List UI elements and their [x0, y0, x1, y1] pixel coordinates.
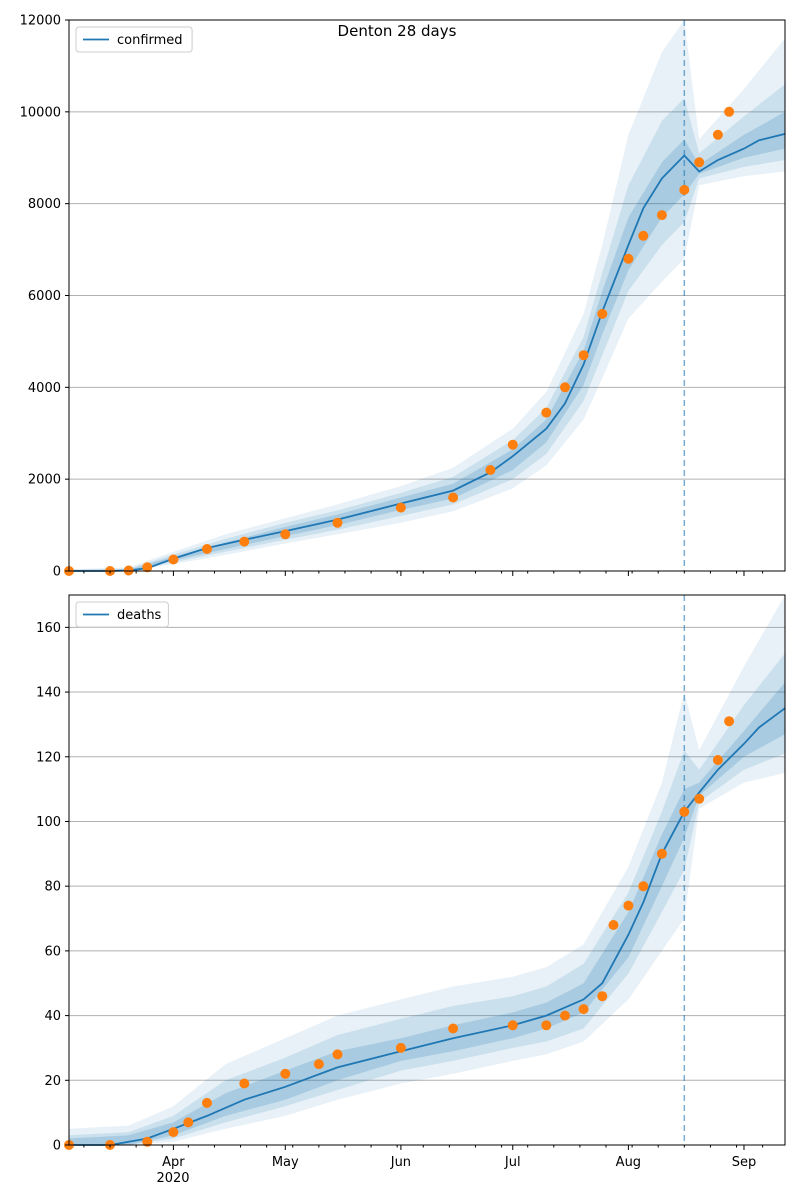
observed-point: [608, 920, 619, 930]
x-tick-label: Sep: [732, 1155, 757, 1170]
y-tick-label: 0: [53, 565, 61, 580]
y-tick-label: 0: [53, 1139, 61, 1154]
observed-point: [507, 1020, 518, 1031]
observed-point: [560, 382, 570, 393]
y-tick-label: 140: [36, 686, 61, 701]
observed-point: [638, 881, 649, 892]
y-tick-label: 160: [36, 621, 61, 636]
legend-box: [75, 26, 193, 53]
y-tick-label: 40: [44, 1009, 61, 1024]
observed-point: [656, 848, 667, 859]
band-outer: [69, 20, 785, 571]
observed-point: [395, 1042, 406, 1053]
observed-point: [239, 536, 250, 547]
observed-point: [395, 502, 406, 513]
y-tick-label: 12000: [20, 14, 61, 29]
observed-point: [202, 1097, 212, 1108]
y-tick-label: 120: [36, 750, 61, 765]
y-tick-label: 100: [36, 815, 61, 830]
observed-point: [656, 210, 667, 221]
x-tick-label: May: [272, 1155, 299, 1170]
observed-point: [623, 253, 634, 264]
y-tick-label: 2000: [28, 473, 61, 488]
x-tick-label: Apr: [162, 1155, 185, 1170]
observed-point: [313, 1059, 324, 1070]
legend-box: [75, 601, 169, 628]
observed-point: [507, 439, 518, 450]
series-line-confirmed: [69, 133, 786, 572]
observed-point: [597, 991, 608, 1002]
legend-label: deaths: [117, 608, 162, 623]
y-tick-label: 80: [44, 880, 61, 895]
observed-point: [448, 492, 459, 503]
observed-point: [623, 900, 634, 911]
observed-point: [448, 1023, 459, 1034]
observed-point: [280, 1068, 291, 1079]
observed-point: [679, 184, 690, 195]
band-inner: [69, 682, 785, 1145]
observed-point: [712, 129, 723, 140]
axes-frame: [68, 594, 786, 1146]
observed-point: [679, 806, 690, 817]
observed-point: [724, 106, 735, 117]
observed-point: [560, 1010, 570, 1021]
band-outer: [69, 595, 785, 1145]
observed-point: [541, 1020, 552, 1031]
band-middle: [69, 653, 785, 1145]
y-tick-label: 8000: [28, 197, 61, 212]
y-tick-label: 10000: [20, 105, 61, 120]
observed-point: [168, 554, 179, 565]
observed-point: [541, 407, 552, 418]
observed-point: [712, 755, 723, 765]
observed-point: [202, 544, 212, 554]
observed-point: [638, 230, 649, 241]
observed-point: [168, 1127, 179, 1138]
observed-point: [142, 1136, 153, 1147]
deaths-panel: 0 20 40 60 80 100 120 140 160 Apr May Jun Jul Aug Sep d…: [36, 594, 786, 1170]
x-tick-label: Aug: [616, 1155, 641, 1170]
observed-point: [332, 1049, 343, 1060]
observed-point: [485, 465, 496, 475]
observed-point: [597, 308, 608, 319]
y-tick-label: 60: [44, 944, 61, 959]
y-tick-label: 20: [44, 1074, 61, 1089]
observed-point: [578, 350, 589, 361]
observed-point: [280, 529, 291, 540]
observed-point: [694, 157, 705, 168]
x-tick-label: Jun: [390, 1155, 411, 1170]
confirmed-panel: 0 2000 4000 6000 8000 10000 12000 confirmed: [20, 14, 786, 580]
x-year-label: 2020: [156, 1171, 189, 1186]
observed-point: [694, 793, 705, 804]
observed-point: [724, 716, 735, 727]
observed-point: [142, 562, 153, 573]
y-tick-label: 4000: [28, 381, 61, 396]
observed-point: [239, 1078, 250, 1089]
y-tick-label: 6000: [28, 289, 61, 304]
legend-label: confirmed: [117, 33, 183, 48]
band-inner: [69, 111, 785, 572]
observed-point: [183, 1117, 194, 1128]
observed-point: [332, 517, 343, 528]
x-tick-label: Jul: [504, 1155, 521, 1170]
chart-title: Denton 28 days: [338, 22, 457, 40]
observed-point: [578, 1004, 589, 1015]
